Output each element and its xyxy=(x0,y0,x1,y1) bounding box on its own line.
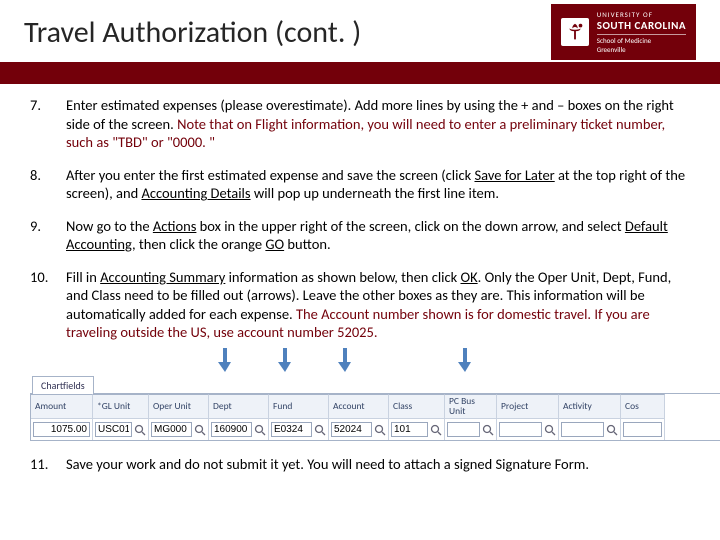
step-body: Fill in Accounting Summary information a… xyxy=(66,268,690,342)
gl-unit-input[interactable] xyxy=(95,422,132,437)
down-arrow-icon xyxy=(218,348,232,372)
lookup-icon[interactable] xyxy=(374,424,386,436)
underline: Accounting Details xyxy=(141,184,250,202)
page-title: Travel Authorization (cont. ) xyxy=(24,14,551,51)
col-oper-unit: Oper Unit xyxy=(149,394,209,418)
col-cost: Cos xyxy=(621,394,665,418)
step-11: 11. Save your work and do not submit it … xyxy=(30,455,690,474)
col-account: Account xyxy=(329,394,389,418)
underline: Accounting Summary xyxy=(100,268,225,286)
lookup-icon[interactable] xyxy=(194,424,206,436)
step-body: After you enter the first estimated expe… xyxy=(66,166,690,203)
content: 7. Enter estimated expenses (please over… xyxy=(0,90,720,474)
step-number: 10. xyxy=(30,268,66,342)
arrow-indicators xyxy=(66,346,690,374)
col-amount: Amount xyxy=(31,394,93,418)
chartfields-grid: Amount *GL Unit Oper Unit Dept Fund Acco… xyxy=(30,393,720,441)
step-8: 8. After you enter the first estimated e… xyxy=(30,166,690,203)
underline: Actions xyxy=(153,217,197,235)
oper-unit-input[interactable] xyxy=(151,422,192,437)
col-dept: Dept xyxy=(209,394,269,418)
col-project: Project xyxy=(497,394,559,418)
step-number: 7. xyxy=(30,96,66,152)
usc-logo: UNIVERSITY OF SOUTH CAROLINA School of M… xyxy=(551,4,696,60)
down-arrow-icon xyxy=(458,348,472,372)
step-9: 9. Now go to the Actions box in the uppe… xyxy=(30,217,690,254)
lookup-icon[interactable] xyxy=(606,424,618,436)
down-arrow-icon xyxy=(338,348,352,372)
project-input[interactable] xyxy=(499,422,542,437)
step-7: 7. Enter estimated expenses (please over… xyxy=(30,96,690,152)
underline: Save for Later xyxy=(474,166,554,184)
fund-input[interactable] xyxy=(271,422,312,437)
dept-input[interactable] xyxy=(211,422,252,437)
cost-input[interactable] xyxy=(623,422,662,437)
lookup-icon[interactable] xyxy=(482,424,494,436)
step-number: 9. xyxy=(30,217,66,254)
chartfields-header-row: Amount *GL Unit Oper Unit Dept Fund Acco… xyxy=(31,394,720,418)
chartfields-data-row xyxy=(31,418,720,440)
underline: OK xyxy=(460,268,477,286)
step-body: Save your work and do not submit it yet.… xyxy=(66,455,690,474)
garnet-bar xyxy=(0,62,720,84)
step-body: Now go to the Actions box in the upper r… xyxy=(66,217,690,254)
chartfields-panel: Chartfields Amount *GL Unit Oper Unit De… xyxy=(30,374,690,441)
col-fund: Fund xyxy=(269,394,329,418)
col-gl-unit: *GL Unit xyxy=(93,394,149,418)
col-pc-bus-unit: PC Bus Unit xyxy=(445,394,497,418)
down-arrow-icon xyxy=(278,348,292,372)
lookup-icon[interactable] xyxy=(134,424,146,436)
step-10: 10. Fill in Accounting Summary informati… xyxy=(30,268,690,342)
step-body: Enter estimated expenses (please overest… xyxy=(66,96,690,152)
title-bar: Travel Authorization (cont. ) UNIVERSITY… xyxy=(0,0,720,60)
step-number: 8. xyxy=(30,166,66,203)
lookup-icon[interactable] xyxy=(544,424,556,436)
col-class: Class xyxy=(389,394,445,418)
class-input[interactable] xyxy=(391,422,428,437)
account-input[interactable] xyxy=(331,422,372,437)
amount-input[interactable] xyxy=(33,422,90,437)
activity-input[interactable] xyxy=(561,422,604,437)
lookup-icon[interactable] xyxy=(430,424,442,436)
col-activity: Activity xyxy=(559,394,621,418)
underline: GO xyxy=(265,235,284,253)
lookup-icon[interactable] xyxy=(314,424,326,436)
lookup-icon[interactable] xyxy=(254,424,266,436)
step-number: 11. xyxy=(30,455,66,474)
pc-bus-unit-input[interactable] xyxy=(447,422,480,437)
palmetto-icon xyxy=(561,18,589,46)
chartfields-tab[interactable]: Chartfields xyxy=(32,376,94,394)
logo-text: UNIVERSITY OF SOUTH CAROLINA School of M… xyxy=(597,10,686,54)
